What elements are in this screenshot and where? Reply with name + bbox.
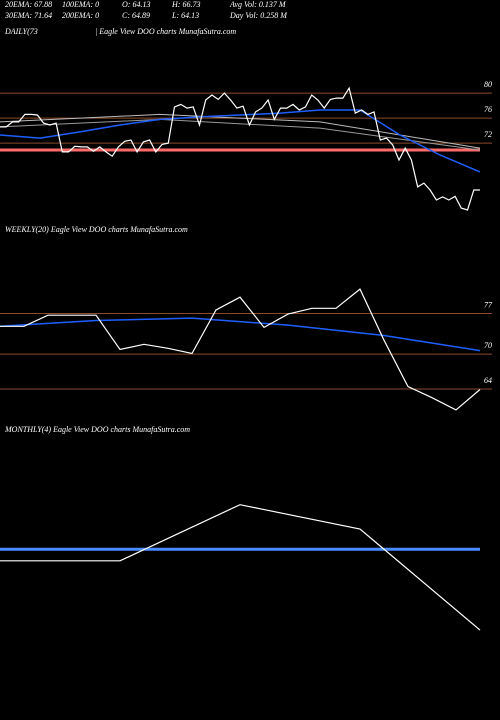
panel-subtitle: | Eagle View DOO charts MunafaSutra.com bbox=[95, 27, 236, 36]
panel-title: DAILY(73 bbox=[4, 27, 38, 36]
price-line bbox=[0, 86, 480, 211]
price-line bbox=[0, 317, 481, 352]
header-stat: L: 64.13 bbox=[171, 11, 199, 20]
price-line bbox=[0, 288, 481, 411]
price-line bbox=[0, 118, 481, 151]
y-tick-label: 70 bbox=[484, 341, 492, 350]
panel-title: WEEKLY(20) Eagle View DOO charts MunafaS… bbox=[5, 225, 188, 234]
header-stat: Avg Vol: 0.137 M bbox=[229, 0, 287, 9]
header-stat: 30EMA: 71.64 bbox=[4, 11, 52, 20]
price-line bbox=[0, 109, 481, 173]
y-tick-label: 80 bbox=[484, 80, 492, 89]
price-line bbox=[0, 504, 481, 631]
header-stat: H: 66.73 bbox=[171, 0, 200, 9]
y-tick-label: 72 bbox=[484, 130, 492, 139]
y-tick-label: 76 bbox=[484, 105, 492, 114]
header-stat: O: 64.13 bbox=[122, 0, 150, 9]
header-stat: Day Vol: 0.258 M bbox=[229, 11, 288, 20]
y-tick-label: 64 bbox=[484, 376, 492, 385]
y-tick-label: 77 bbox=[484, 300, 493, 309]
header-stat: 20EMA: 67.88 bbox=[5, 0, 52, 9]
header-stat: 100EMA: 0 bbox=[62, 0, 99, 9]
panel-title: MONTHLY(4) Eagle View DOO charts MunafaS… bbox=[4, 425, 190, 434]
header-stat: 200EMA: 0 bbox=[62, 11, 99, 20]
header-stat: C: 64.89 bbox=[122, 11, 150, 20]
